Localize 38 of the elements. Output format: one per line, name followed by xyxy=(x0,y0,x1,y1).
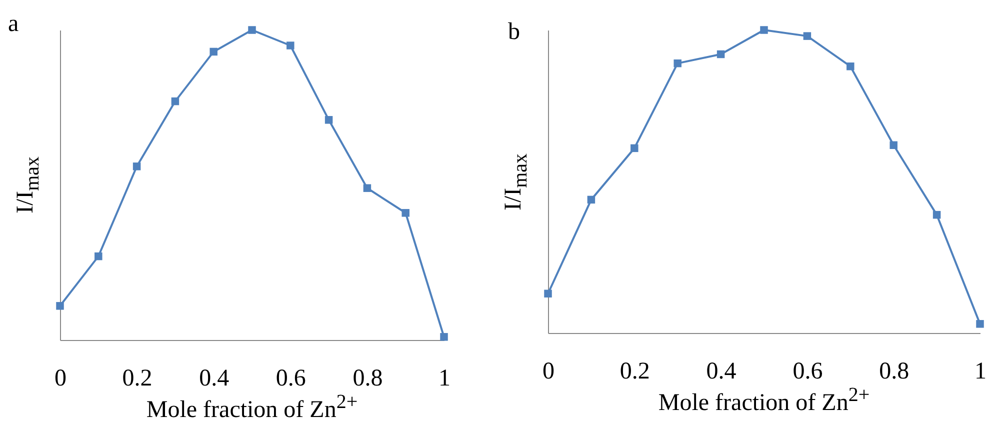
point xyxy=(932,210,941,219)
chart-title: b xyxy=(508,19,520,45)
x-tick-label: 0.8 xyxy=(879,358,910,384)
point xyxy=(210,48,218,56)
x-tick-label: 0.4 xyxy=(199,366,230,392)
point xyxy=(674,59,682,68)
point xyxy=(402,209,410,217)
x-axis-title: Mole fraction of Zn$^{2+}$ xyxy=(146,391,358,423)
point xyxy=(803,32,812,40)
x-tick-label: 1 xyxy=(974,358,986,384)
x-tick-label: 0.4 xyxy=(706,358,736,384)
point xyxy=(363,184,372,192)
x-axis-title: Mole fraction of Zn$^{2+}$ xyxy=(658,384,870,416)
point xyxy=(171,97,180,106)
chart-title: a xyxy=(8,11,19,37)
point xyxy=(324,116,333,124)
point xyxy=(56,302,64,310)
point xyxy=(846,62,854,70)
point xyxy=(630,144,638,152)
point xyxy=(587,196,596,204)
x-tick-label: 0.2 xyxy=(122,366,152,392)
x-tick-label: 0.6 xyxy=(792,358,823,384)
x-tick-label: 1 xyxy=(438,366,450,392)
x-tick-label: 0 xyxy=(542,358,554,384)
point xyxy=(248,26,256,34)
point xyxy=(132,162,141,170)
x-tick-label: 0.2 xyxy=(620,358,650,384)
point xyxy=(760,26,768,34)
point xyxy=(286,42,294,50)
point xyxy=(94,252,102,260)
point xyxy=(544,290,552,298)
point xyxy=(976,320,984,328)
point xyxy=(716,50,725,58)
x-tick-label: 0 xyxy=(54,366,66,392)
x-tick-label: 0.6 xyxy=(276,366,306,392)
x-tick-label: 0.8 xyxy=(352,366,383,392)
point xyxy=(890,141,898,150)
point xyxy=(440,333,448,341)
